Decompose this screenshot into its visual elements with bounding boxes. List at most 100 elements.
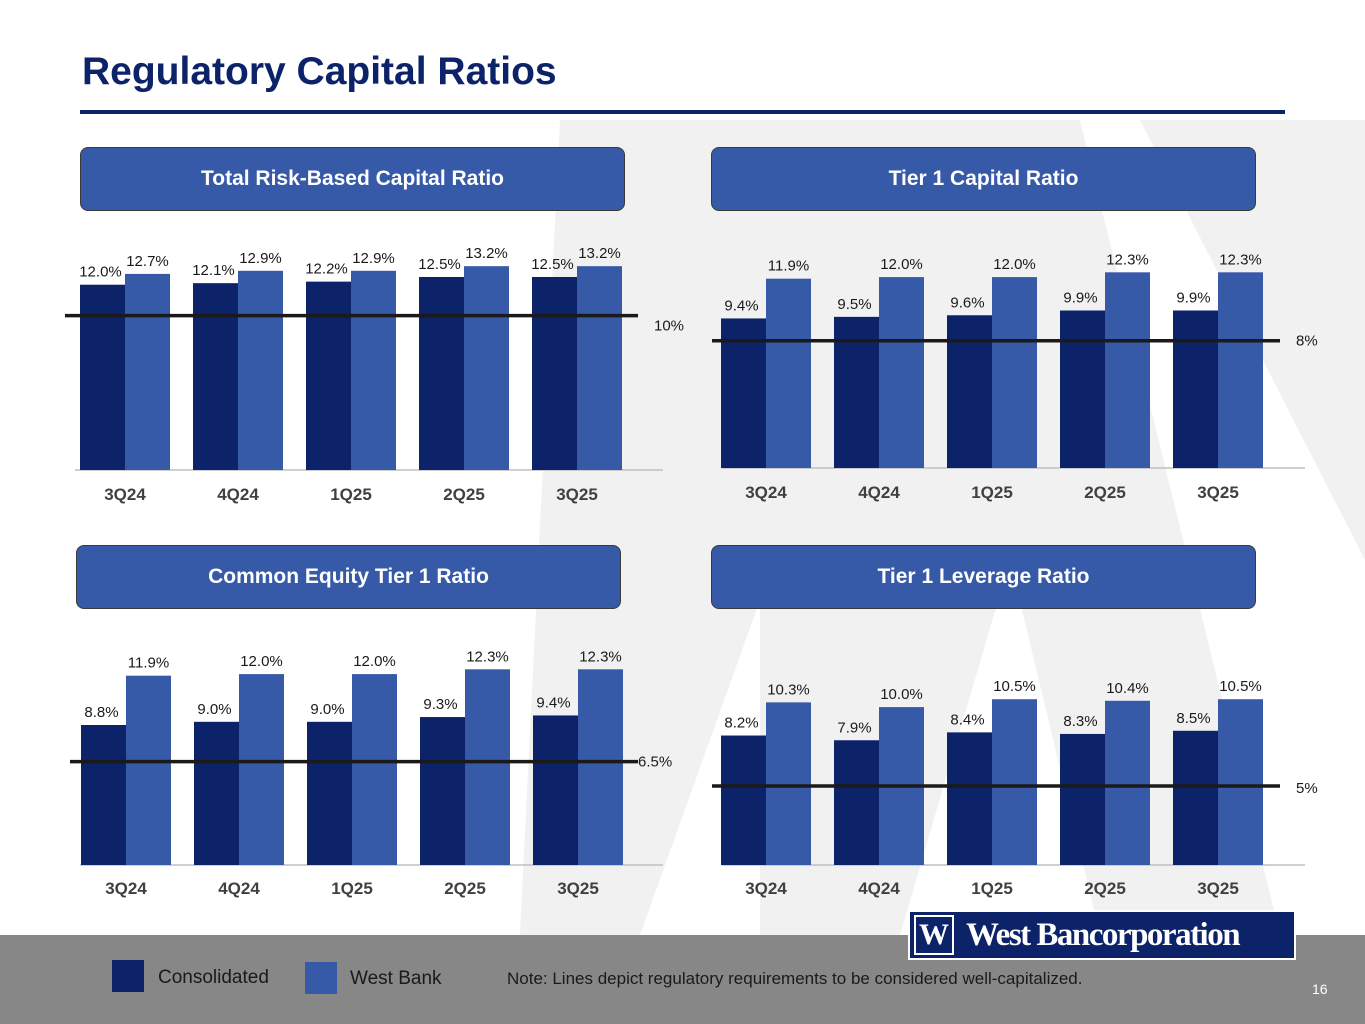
bar-west-bank-1Q25	[992, 277, 1037, 468]
bar-consolidated-3Q25	[1173, 310, 1218, 468]
bar-west-bank-3Q24	[125, 273, 170, 470]
bar-west-bank-4Q24	[239, 674, 284, 865]
data-label-west-bank-4Q24: 12.0%	[880, 256, 923, 273]
bar-consolidated-3Q25	[533, 715, 578, 865]
bar-west-bank-1Q25	[992, 699, 1037, 865]
data-label-west-bank-3Q24: 11.9%	[768, 258, 809, 275]
bar-west-bank-3Q25	[1218, 272, 1263, 468]
category-label-4Q24: 4Q24	[217, 485, 259, 504]
category-label-3Q24: 3Q24	[745, 879, 787, 898]
bar-consolidated-3Q24	[81, 725, 126, 865]
bar-consolidated-3Q25	[1173, 730, 1218, 865]
chart-total-risk-based: 12.0%12.7%3Q2412.1%12.9%4Q2412.2%12.9%1Q…	[65, 245, 684, 504]
bar-west-bank-2Q25	[465, 669, 510, 865]
bar-west-bank-2Q25	[1105, 272, 1150, 468]
data-label-west-bank-1Q25: 12.0%	[353, 653, 396, 670]
bar-west-bank-1Q25	[352, 674, 397, 865]
category-label-1Q25: 1Q25	[331, 879, 373, 898]
data-label-west-bank-3Q25: 13.2%	[578, 245, 621, 262]
chart-tier1-leverage: 8.2% 10.3% 3Q24 7.9% 10.0% 4Q24 8.4% 10.5% 1Q25 8…	[712, 678, 1318, 898]
data-label-west-bank-3Q25: 12.3%	[579, 648, 622, 665]
category-label-3Q25: 3Q25	[557, 879, 599, 898]
category-label-1Q25: 1Q25	[971, 483, 1013, 502]
bar-consolidated-2Q25	[1060, 310, 1105, 468]
bar-west-bank-3Q24	[126, 675, 171, 865]
data-label-west-bank-3Q25: 10.5%	[1219, 678, 1262, 695]
data-label-west-bank-4Q24: 10.0%	[880, 686, 923, 703]
bar-west-bank-3Q25	[1218, 699, 1263, 865]
bar-west-bank-4Q24	[238, 270, 283, 470]
data-label-west-bank-3Q24: 10.3%	[767, 681, 810, 698]
header-total-risk-based: Total Risk-Based Capital Ratio	[80, 147, 625, 211]
data-label-west-bank-3Q25: 12.3%	[1219, 251, 1262, 268]
bar-west-bank-3Q25	[577, 266, 622, 470]
data-label-west-bank-4Q24: 12.0%	[240, 653, 283, 670]
data-label-consolidated-3Q24: 8.8%	[84, 704, 118, 721]
bar-west-bank-4Q24	[879, 277, 924, 468]
data-label-west-bank-2Q25: 10.4%	[1106, 680, 1149, 697]
data-label-consolidated-3Q24: 8.2%	[724, 715, 758, 732]
header-cet1: Common Equity Tier 1 Ratio	[76, 545, 621, 609]
data-label-consolidated-4Q24: 9.5%	[837, 296, 871, 313]
category-label-3Q24: 3Q24	[745, 483, 787, 502]
data-label-west-bank-2Q25: 13.2%	[465, 245, 508, 262]
bar-consolidated-3Q24	[721, 735, 766, 865]
data-label-west-bank-2Q25: 12.3%	[466, 648, 509, 665]
data-label-west-bank-3Q24: 11.9%	[128, 655, 169, 672]
data-label-consolidated-4Q24: 9.0%	[197, 701, 231, 718]
bar-consolidated-4Q24	[194, 721, 239, 865]
data-label-west-bank-1Q25: 12.0%	[993, 256, 1036, 273]
company-logo: W West Bancorporation	[908, 910, 1296, 960]
data-label-consolidated-1Q25: 12.2%	[305, 261, 348, 278]
category-label-4Q24: 4Q24	[858, 483, 900, 502]
logo-wordmark: West Bancorporation	[966, 916, 1241, 953]
data-label-consolidated-2Q25: 8.3%	[1063, 713, 1097, 730]
data-label-consolidated-1Q25: 8.4%	[950, 711, 984, 728]
bar-consolidated-3Q24	[721, 318, 766, 468]
bar-consolidated-4Q24	[834, 740, 879, 865]
bar-consolidated-1Q25	[306, 281, 351, 470]
category-label-3Q25: 3Q25	[556, 485, 598, 504]
data-label-consolidated-3Q25: 9.9%	[1176, 290, 1210, 307]
category-label-3Q25: 3Q25	[1197, 879, 1239, 898]
data-label-consolidated-2Q25: 12.5%	[418, 256, 461, 273]
bar-consolidated-3Q24	[80, 284, 125, 470]
category-label-2Q25: 2Q25	[1084, 879, 1126, 898]
data-label-consolidated-3Q25: 9.4%	[536, 694, 570, 711]
bar-consolidated-3Q25	[532, 276, 577, 470]
bar-west-bank-2Q25	[464, 266, 509, 470]
data-label-consolidated-1Q25: 9.6%	[950, 294, 984, 311]
data-label-consolidated-2Q25: 9.3%	[423, 696, 457, 713]
threshold-label: 6.5%	[638, 754, 672, 771]
legend-swatch-consolidated	[112, 960, 144, 992]
data-label-west-bank-1Q25: 12.9%	[352, 250, 395, 267]
title-divider	[80, 110, 1285, 114]
bar-west-bank-3Q24	[766, 702, 811, 865]
category-label-3Q24: 3Q24	[104, 485, 146, 504]
bar-consolidated-4Q24	[193, 283, 238, 470]
data-label-consolidated-2Q25: 9.9%	[1063, 290, 1097, 307]
threshold-label: 8%	[1296, 333, 1318, 350]
bar-consolidated-2Q25	[1060, 733, 1105, 865]
legend-label-consolidated: Consolidated	[158, 967, 269, 988]
data-label-consolidated-3Q24: 12.0%	[79, 264, 122, 281]
page-title: Regulatory Capital Ratios	[82, 50, 557, 93]
logo-w-mark: W	[914, 915, 954, 955]
legend-label-west-bank: West Bank	[350, 968, 442, 989]
data-label-consolidated-1Q25: 9.0%	[310, 701, 344, 718]
category-label-3Q24: 3Q24	[105, 879, 147, 898]
bar-consolidated-1Q25	[307, 721, 352, 865]
bar-west-bank-2Q25	[1105, 700, 1150, 865]
data-label-consolidated-3Q25: 8.5%	[1176, 710, 1210, 727]
category-label-1Q25: 1Q25	[971, 879, 1013, 898]
bar-consolidated-1Q25	[947, 732, 992, 865]
threshold-label: 5%	[1296, 780, 1318, 797]
bar-west-bank-3Q24	[766, 278, 811, 468]
footnote: Note: Lines depict regulatory requiremen…	[507, 969, 1083, 988]
category-label-3Q25: 3Q25	[1197, 483, 1239, 502]
category-label-2Q25: 2Q25	[443, 485, 485, 504]
bar-west-bank-1Q25	[351, 270, 396, 470]
data-label-west-bank-2Q25: 12.3%	[1106, 251, 1149, 268]
chart-tier1-capital: 9.4% 11.9% 3Q24 9.5% 12.0% 4Q24 9.6% 12.0% 1Q25 9…	[712, 251, 1318, 502]
category-label-2Q25: 2Q25	[444, 879, 486, 898]
